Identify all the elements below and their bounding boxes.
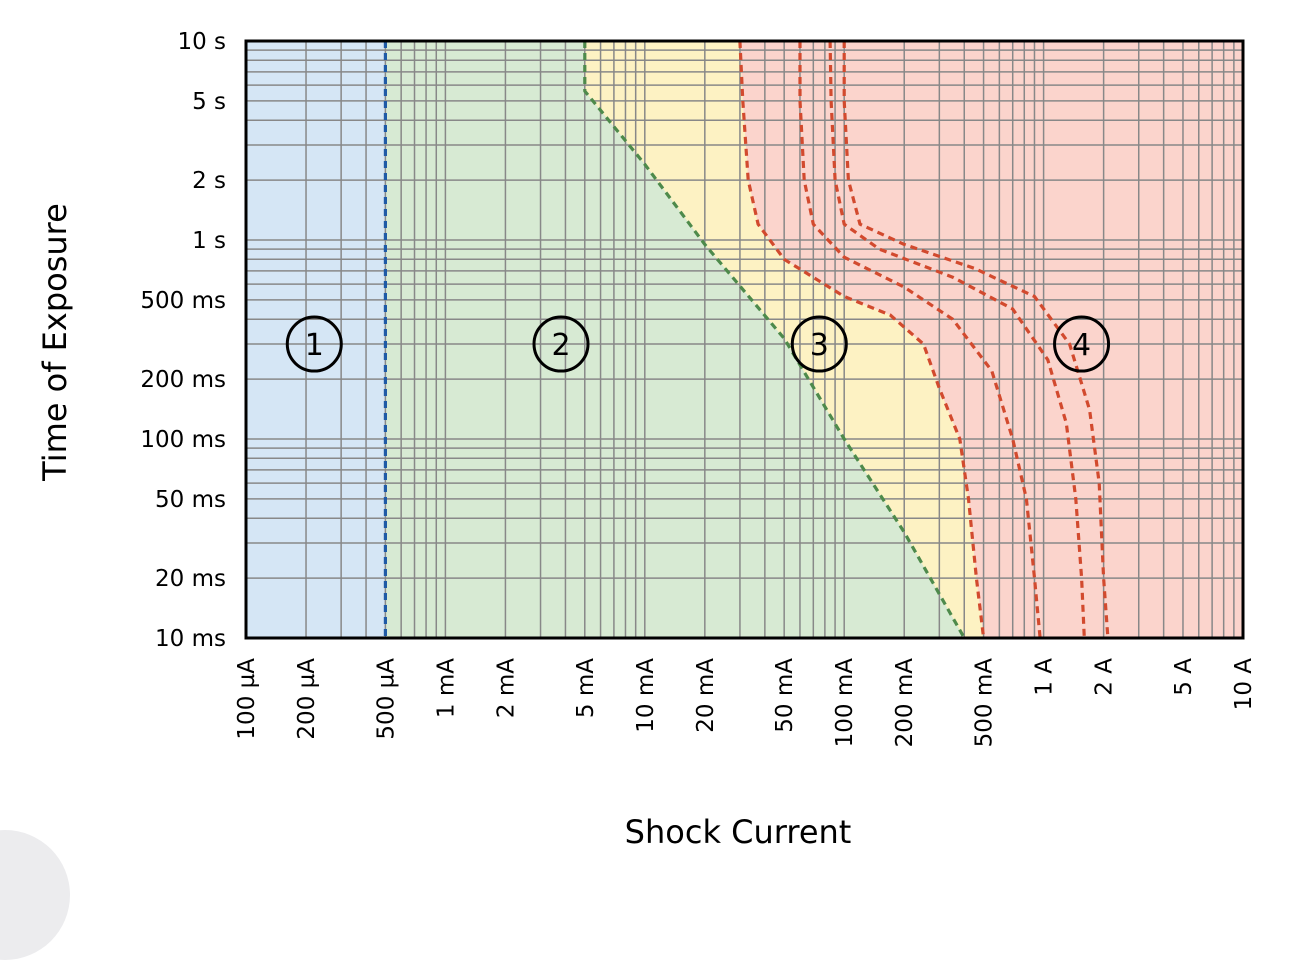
- x-tick-label: 100 µA: [234, 658, 260, 740]
- y-tick-label: 10 s: [177, 29, 226, 55]
- y-tick-label: 20 ms: [155, 566, 226, 592]
- y-tick-label: 5 s: [192, 89, 226, 115]
- y-tick-label: 100 ms: [140, 427, 226, 453]
- y-axis-title: Time of Exposure: [36, 203, 74, 482]
- boundary-layer: [383, 41, 1110, 638]
- x-tick-labels: 100 µA 200 µA 500 µA 1 mA 2 mA 5 mA 10 mA 20 mA…: [234, 658, 1257, 748]
- zone-1-circle: [285, 315, 343, 373]
- zone-2-circle: [532, 315, 590, 373]
- x-tick-label: 200 mA: [892, 658, 918, 748]
- x-tick-label: 500 µA: [373, 658, 399, 740]
- boundary-2-3: [583, 41, 966, 638]
- y-tick-label: 50 ms: [155, 487, 226, 513]
- zone-3-circle: [790, 315, 848, 373]
- x-tick-label: 500 mA: [972, 658, 998, 748]
- x-tick-label: 5 A: [1171, 658, 1197, 696]
- y-tick-label: 10 ms: [155, 626, 226, 652]
- y-tick-labels: 10 s 5 s 2 s 1 s 500 ms 200 ms 100 ms 50 ms 20 m…: [140, 29, 226, 652]
- plot-frame: [244, 39, 1245, 640]
- zone-label-layer: 1 2 3 4: [285, 315, 1111, 373]
- zone-4-label: 4: [1072, 328, 1091, 363]
- zone-2-label: 2: [551, 328, 570, 363]
- grid-layer: [246, 41, 1243, 638]
- x-tick-label: 1 mA: [433, 658, 459, 718]
- boundary-4a: [798, 41, 1042, 638]
- y-tick-label: 200 ms: [140, 367, 226, 393]
- x-tick-label: 50 mA: [772, 658, 798, 733]
- boundary-4c: [842, 41, 1110, 638]
- x-tick-label: 2 mA: [493, 658, 519, 718]
- x-tick-label: 10 mA: [633, 658, 659, 733]
- boundary-3-4: [738, 41, 986, 638]
- boundary-4b: [828, 41, 1086, 638]
- x-tick-label: 2 A: [1092, 658, 1118, 696]
- zones-layer: [246, 41, 1243, 638]
- x-tick-label: 5 mA: [573, 658, 599, 718]
- x-axis-title: Shock Current: [625, 813, 852, 851]
- zone-4-area: [739, 41, 1243, 638]
- x-tick-label: 1 A: [1032, 658, 1058, 696]
- zone-1-label: 1: [305, 328, 324, 363]
- x-tick-label: 20 mA: [693, 658, 719, 733]
- x-tick-label: 200 µA: [294, 658, 320, 740]
- zone-4-circle: [1053, 315, 1111, 373]
- zone-3-label: 3: [810, 328, 829, 363]
- y-tick-label: 1 s: [192, 228, 226, 254]
- x-tick-label: 100 mA: [832, 658, 858, 748]
- x-tick-label: 10 A: [1231, 658, 1257, 711]
- y-tick-label: 500 ms: [140, 288, 226, 314]
- y-tick-label: 2 s: [192, 168, 226, 194]
- shock-chart: 1 2 3 4 100 µA 200 µA 500 µA 1 mA 2 mA 5 mA 10 mA…: [36, 29, 1257, 851]
